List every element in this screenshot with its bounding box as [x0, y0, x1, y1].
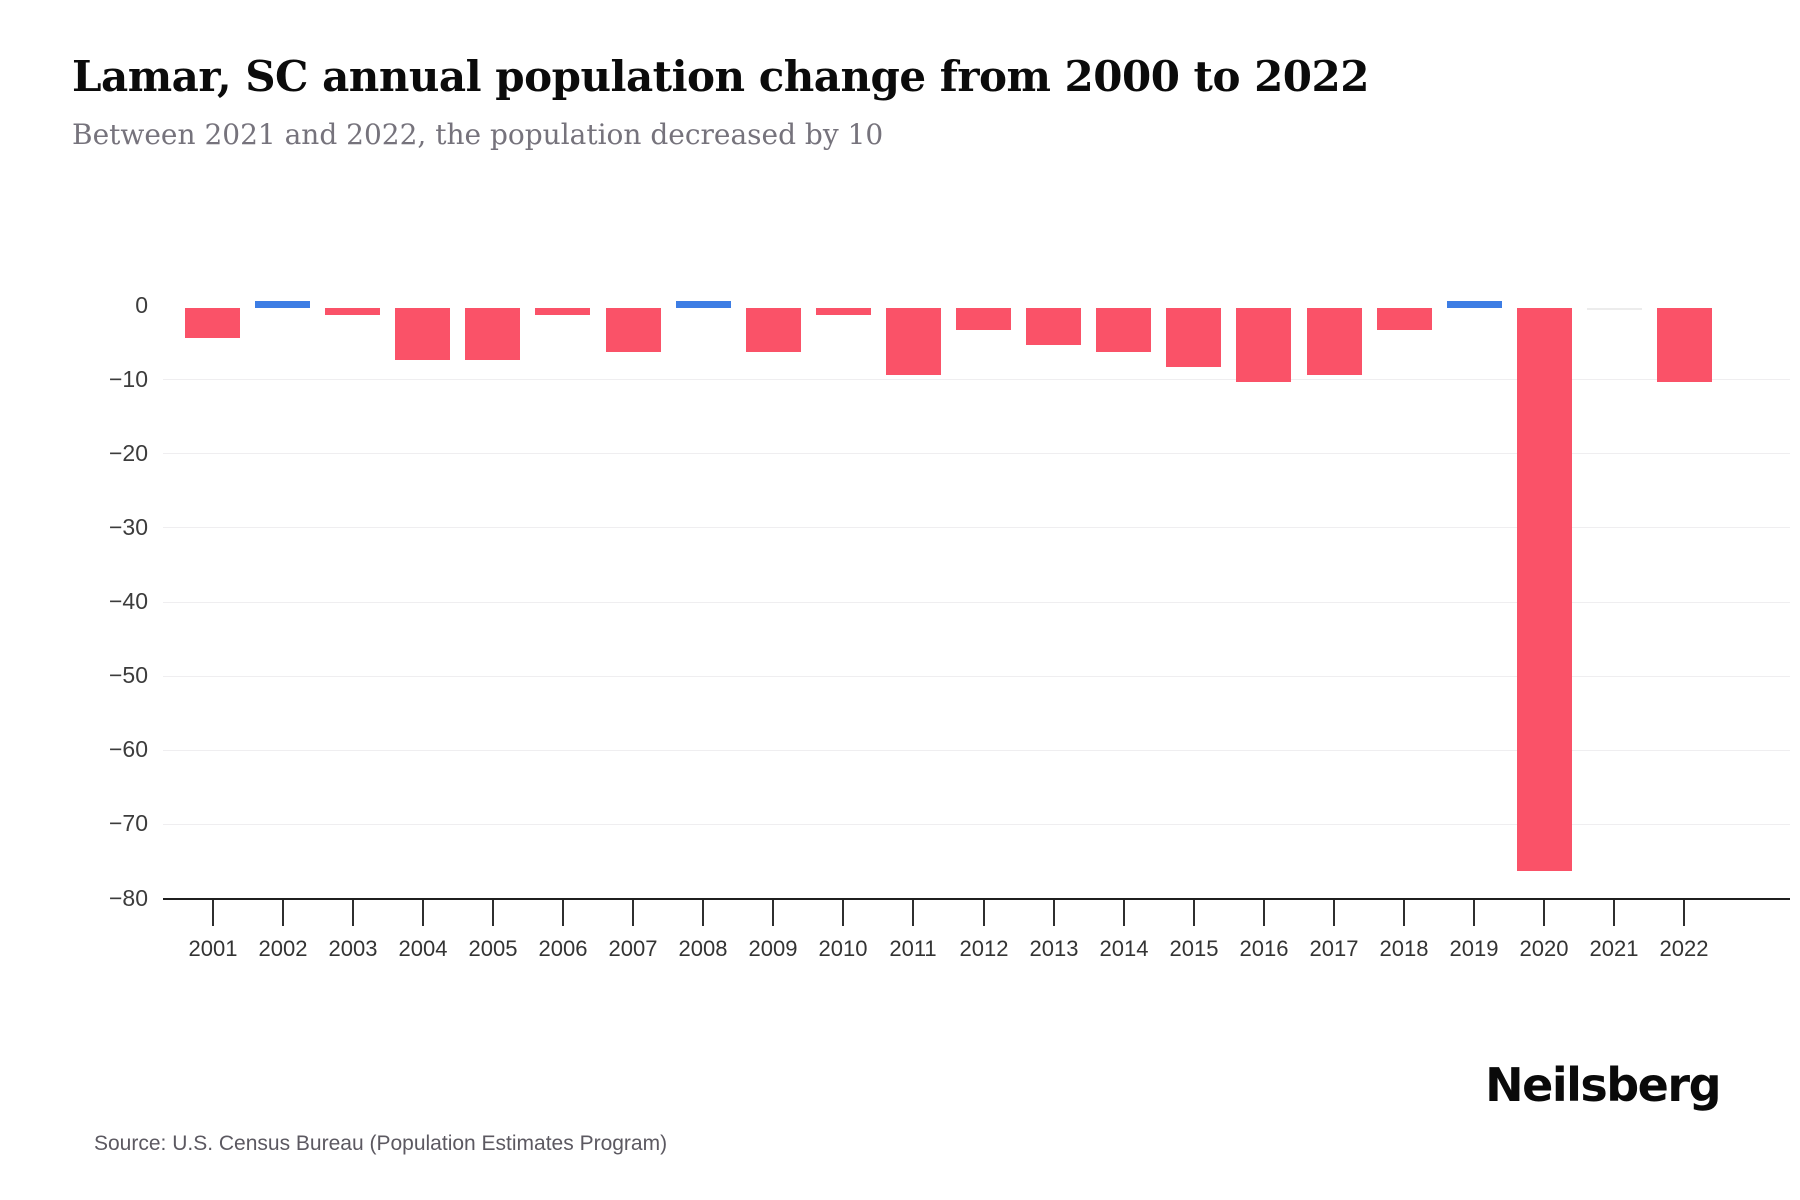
x-tick	[1473, 900, 1475, 926]
brand-logo[interactable]: Neilsberg	[1485, 1058, 1721, 1112]
gridline	[163, 379, 1790, 380]
x-tick	[562, 900, 564, 926]
bar-2018[interactable]	[1377, 308, 1432, 330]
gridline	[163, 453, 1790, 454]
x-tick-label: 2016	[1239, 936, 1289, 961]
x-tick	[1613, 900, 1615, 926]
bar-2006[interactable]	[535, 308, 590, 315]
x-tick	[1543, 900, 1545, 926]
bar-2012[interactable]	[956, 308, 1011, 330]
x-tick	[772, 900, 774, 926]
bar-2002[interactable]	[255, 301, 310, 308]
x-tick-label: 2019	[1449, 936, 1499, 961]
x-tick	[842, 900, 844, 926]
x-tick-label: 2015	[1169, 936, 1219, 961]
x-tick	[983, 900, 985, 926]
bar-2019[interactable]	[1447, 301, 1502, 308]
x-tick	[702, 900, 704, 926]
x-tick	[1053, 900, 1055, 926]
x-tick-label: 2007	[608, 936, 658, 961]
bar-2014[interactable]	[1096, 308, 1151, 352]
y-tick-label: −40	[108, 588, 148, 614]
bar-2021[interactable]	[1587, 308, 1642, 310]
x-tick-label: 2014	[1099, 936, 1149, 961]
bar-2007[interactable]	[606, 308, 661, 352]
page-subtitle: Between 2021 and 2022, the population de…	[72, 118, 884, 151]
bar-2017[interactable]	[1307, 308, 1362, 375]
y-tick-label: −20	[108, 440, 148, 466]
page-title: Lamar, SC annual population change from …	[72, 52, 1369, 101]
x-tick-label: 2018	[1379, 936, 1429, 961]
x-tick-label: 2010	[818, 936, 868, 961]
x-tick-label: 2008	[678, 936, 728, 961]
y-tick-label: 0	[135, 292, 148, 318]
bar-2009[interactable]	[746, 308, 801, 352]
x-tick-label: 2002	[258, 936, 308, 961]
bar-2004[interactable]	[395, 308, 450, 360]
x-tick-label: 2017	[1309, 936, 1359, 961]
x-tick-label: 2021	[1589, 936, 1639, 961]
y-tick-label: −50	[108, 662, 148, 688]
x-tick	[1403, 900, 1405, 926]
bar-2022[interactable]	[1657, 308, 1712, 382]
y-tick-label: −70	[108, 810, 148, 836]
x-tick-label: 2005	[468, 936, 518, 961]
y-tick-label: −80	[108, 885, 148, 911]
x-axis-line	[163, 898, 1790, 900]
bar-2013[interactable]	[1026, 308, 1081, 345]
x-tick-label: 2006	[538, 936, 588, 961]
gridline	[163, 602, 1790, 603]
x-tick	[912, 900, 914, 926]
gridline	[163, 824, 1790, 825]
bar-2005[interactable]	[465, 308, 520, 360]
bar-2008[interactable]	[676, 301, 731, 308]
y-tick-label: −60	[108, 736, 148, 762]
x-tick-label: 2003	[328, 936, 378, 961]
x-tick	[492, 900, 494, 926]
x-tick	[1193, 900, 1195, 926]
source-note: Source: U.S. Census Bureau (Population E…	[94, 1132, 668, 1155]
bar-2015[interactable]	[1166, 308, 1221, 367]
bar-2001[interactable]	[185, 308, 240, 338]
bar-2011[interactable]	[886, 308, 941, 375]
x-tick	[212, 900, 214, 926]
x-tick-label: 2013	[1029, 936, 1079, 961]
x-tick	[1123, 900, 1125, 926]
x-tick-label: 2004	[398, 936, 448, 961]
x-tick-label: 2022	[1659, 936, 1709, 961]
gridline	[163, 750, 1790, 751]
bar-2020[interactable]	[1517, 308, 1572, 871]
x-tick-label: 2011	[889, 936, 937, 961]
x-tick-label: 2009	[748, 936, 798, 961]
gridline	[163, 676, 1790, 677]
x-tick	[352, 900, 354, 926]
bar-2016[interactable]	[1236, 308, 1291, 382]
bar-2010[interactable]	[816, 308, 871, 315]
x-tick	[1333, 900, 1335, 926]
y-tick-label: −30	[108, 514, 148, 540]
x-tick	[282, 900, 284, 926]
x-tick	[422, 900, 424, 926]
y-tick-label: −10	[108, 366, 148, 392]
x-tick	[632, 900, 634, 926]
x-tick-label: 2020	[1519, 936, 1569, 961]
x-tick-label: 2012	[959, 936, 1009, 961]
x-tick	[1263, 900, 1265, 926]
bar-2003[interactable]	[325, 308, 380, 315]
gridline	[163, 527, 1790, 528]
x-tick	[1683, 900, 1685, 926]
x-tick-label: 2001	[188, 936, 238, 961]
